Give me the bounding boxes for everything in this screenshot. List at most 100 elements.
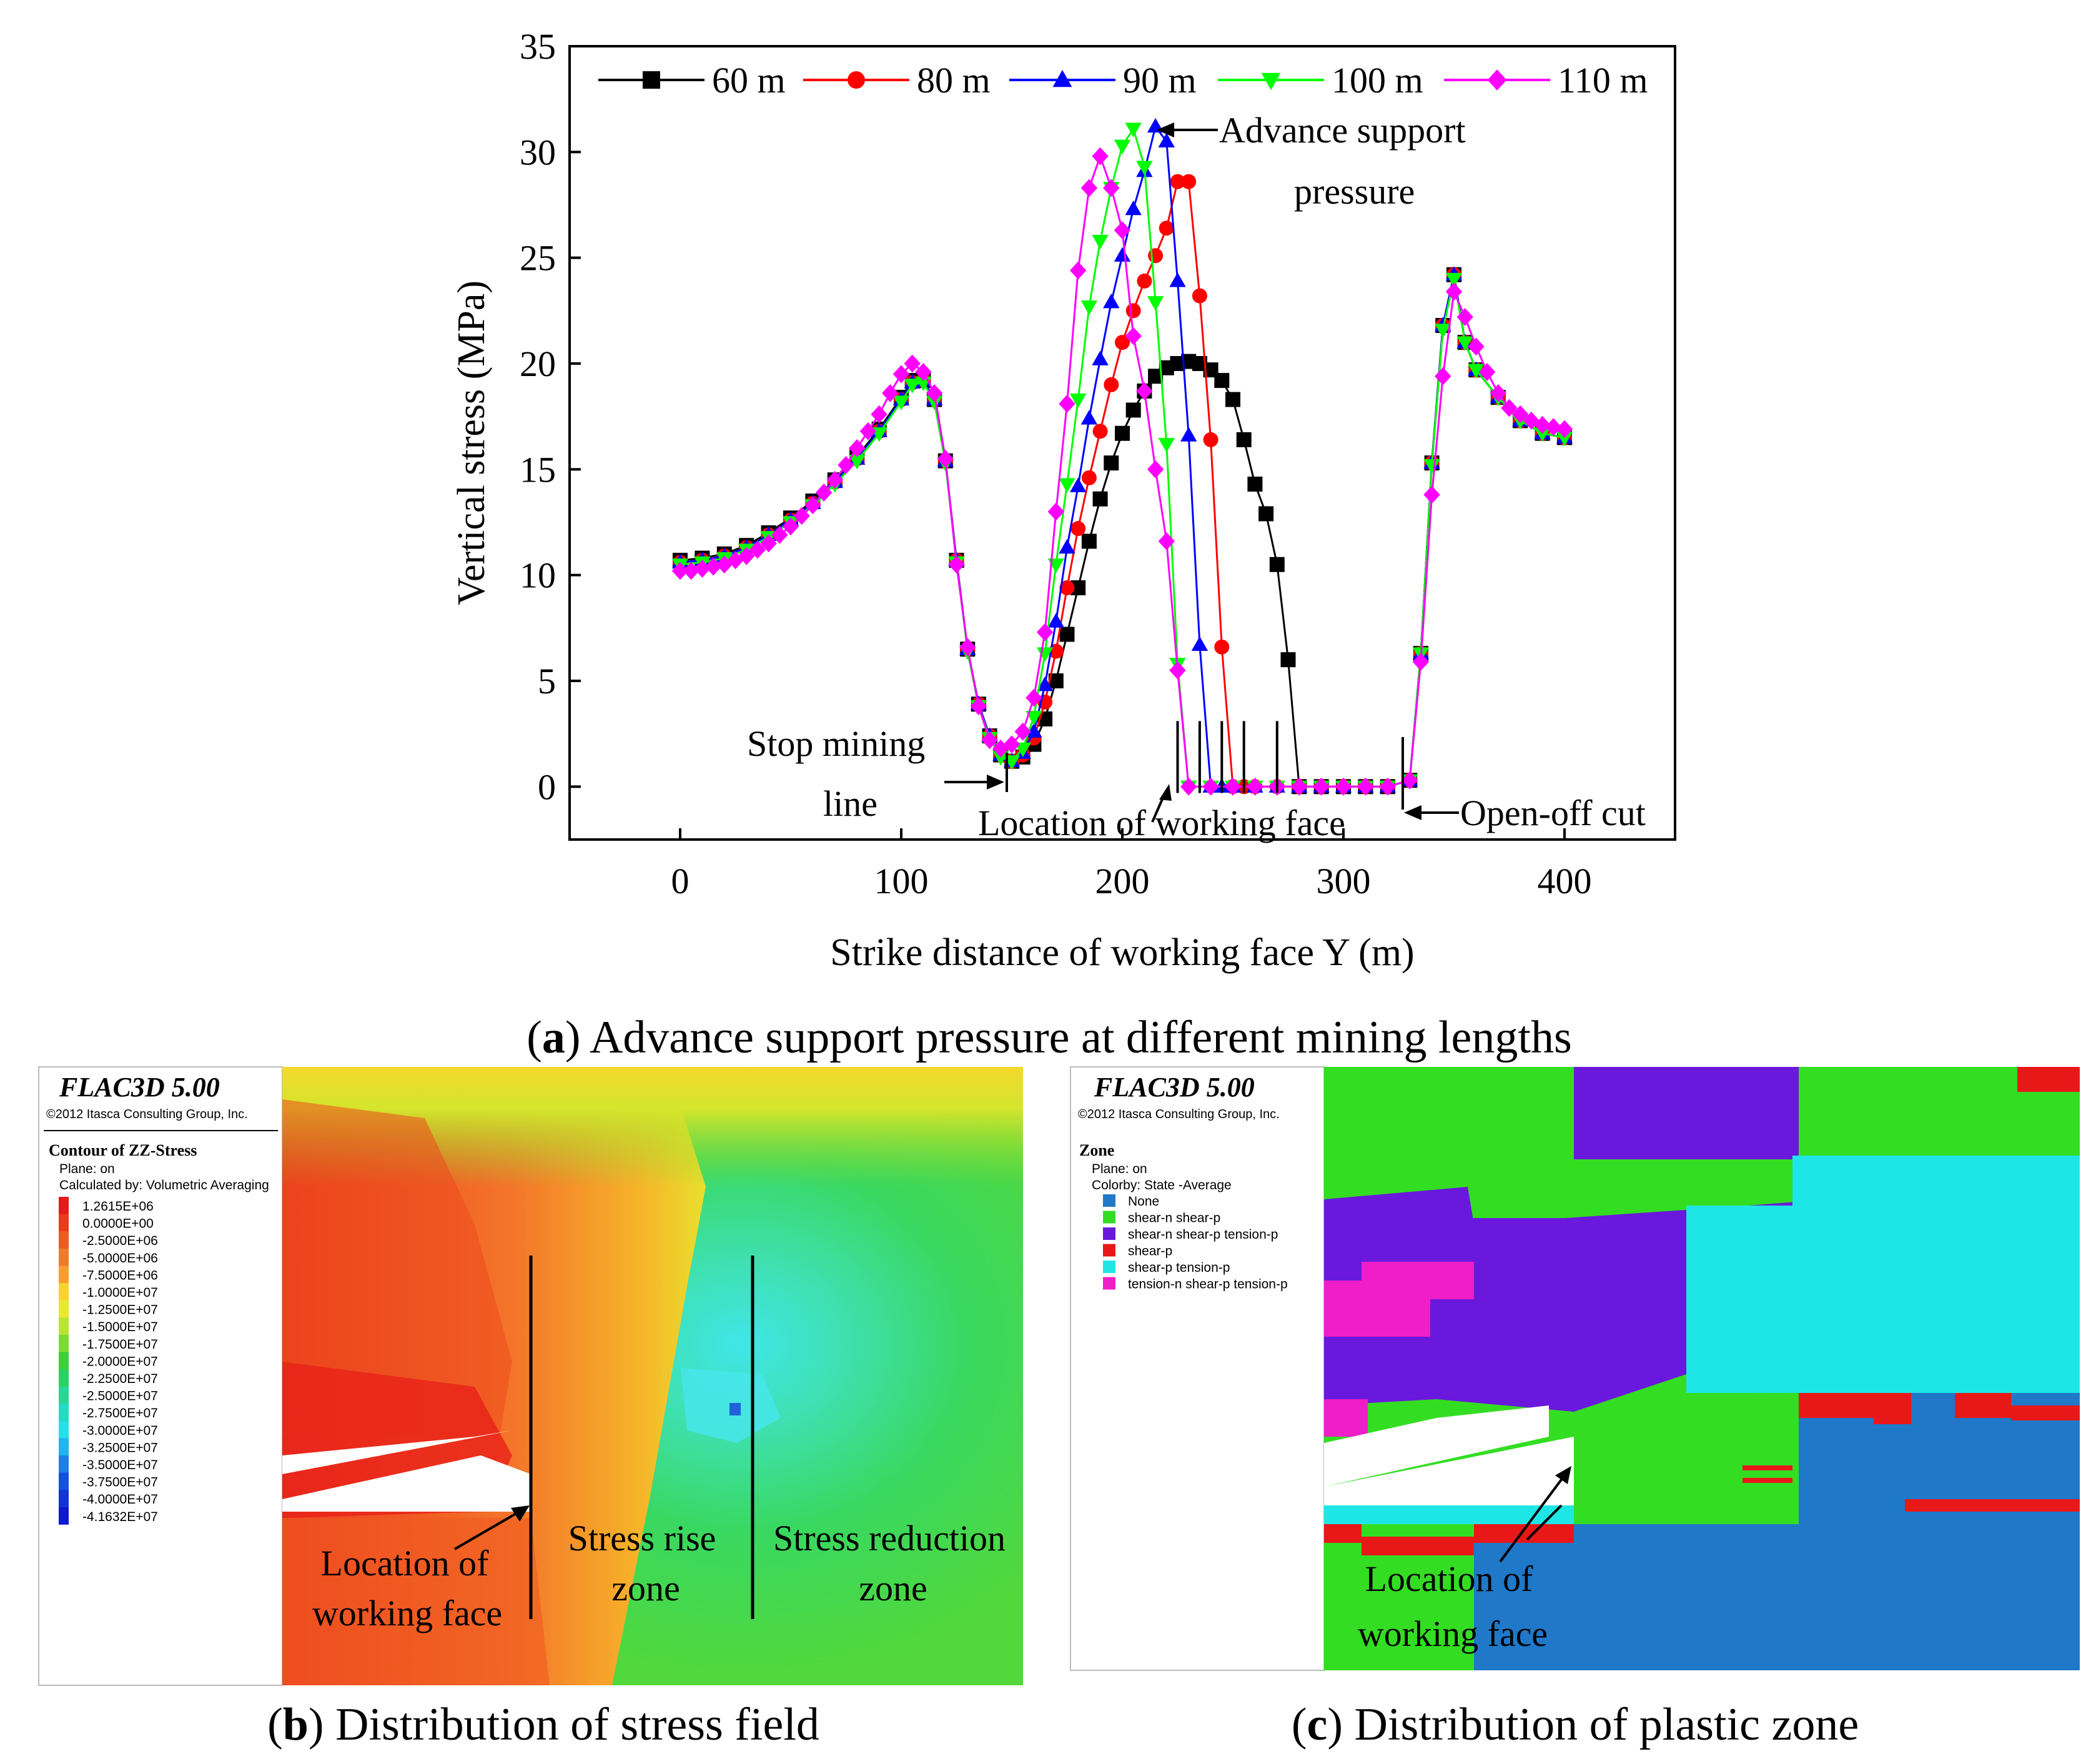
legend-label-1: 80 m	[917, 60, 991, 101]
stress-legend-label-18: -4.1632E+07	[82, 1510, 158, 1524]
series-3-point-49	[1435, 324, 1451, 339]
series-4-point-59	[1435, 367, 1451, 385]
series-4-point-30	[1003, 735, 1021, 753]
series-4-point-22	[915, 363, 932, 381]
stress-legend-swatch-9	[59, 1352, 69, 1370]
axes: 0 100 200 300 400 0 5 10 15 20 25 30 35	[520, 26, 1592, 901]
series-4-point-6	[738, 547, 755, 565]
stress-legend-label-12: -2.7500E+07	[82, 1406, 158, 1420]
annotation-stop-mining-line1: Stop mining	[747, 723, 925, 764]
series-4-point-0	[671, 562, 689, 580]
series-4-point-10	[782, 517, 799, 536]
series-4-point-52	[1313, 777, 1330, 796]
stress-legend-label-7: -1.5000E+07	[82, 1320, 158, 1334]
panel-b-reduction-label-1: Stress reduction	[773, 1518, 1006, 1558]
series-1-point-35	[1170, 174, 1185, 189]
series-3-point-33	[1147, 296, 1164, 311]
panel-b-plane: Plane: on	[59, 1162, 115, 1176]
stress-legend-swatch-1	[59, 1214, 69, 1232]
series-3-point-27	[1080, 300, 1098, 315]
series-1-point-38	[1203, 432, 1219, 447]
x-axis-label: Strike distance of working face Y (m)	[830, 931, 1414, 974]
series-4-point-28	[981, 731, 998, 750]
series-2-point-24	[1047, 613, 1064, 628]
annotation-working-face-markers	[1151, 721, 1278, 823]
caption-c-letter: c	[1307, 1699, 1327, 1750]
series-4-point-44	[1158, 532, 1175, 550]
x-tick-label-4: 400	[1538, 861, 1592, 901]
panel-c: FLAC3D 5.00 ©2012 Itasca Consulting Grou…	[1070, 1066, 2080, 1750]
series-4-point-49	[1247, 777, 1263, 796]
series-3-point-31	[1125, 122, 1142, 137]
chart-panel-a: 0 100 200 300 400 0 5 10 15 20 25 30 35 60 m 80 m 90 m…	[450, 26, 1676, 1063]
series-2-point-25	[1059, 538, 1075, 554]
caption-b-letter: b	[283, 1699, 309, 1750]
series-4-point-3	[704, 557, 722, 576]
plastic-zone-map	[1324, 1067, 2080, 1670]
series-4-point-2	[694, 560, 711, 578]
chart-series	[671, 117, 1573, 796]
series-4-point-70	[1556, 420, 1573, 439]
series-4-point-55	[1379, 777, 1396, 796]
y-axis-label: Vertical stress (MPa)	[450, 280, 493, 605]
legend-marker-3	[1261, 72, 1281, 91]
series-4-point-39	[1103, 179, 1120, 197]
legend-label-0: 60 m	[712, 60, 786, 101]
stress-legend-label-10: -2.2500E+07	[82, 1372, 158, 1386]
series-2	[671, 117, 1573, 793]
zone-legend-label-2: shear-n shear-p tension-p	[1128, 1227, 1278, 1242]
series-2-point-29	[1103, 293, 1120, 309]
series-4-point-69	[1545, 418, 1562, 436]
series-4-point-8	[760, 534, 777, 553]
annotation-stop-mining-line2: line	[823, 783, 877, 824]
series-4-point-46	[1180, 777, 1197, 796]
y-tick-label-7: 35	[520, 26, 556, 67]
legend-marker-4	[1487, 69, 1507, 91]
x-tick-label-3: 300	[1317, 861, 1371, 901]
series-2-point-23	[1036, 676, 1054, 691]
series-4-point-26	[959, 638, 976, 657]
stress-legend-label-2: -2.5000E+06	[82, 1234, 158, 1248]
series-0-point-30	[1115, 425, 1130, 441]
series-4-point-9	[771, 525, 788, 544]
series-4-point-15	[838, 456, 854, 474]
series-4-point-41	[1125, 327, 1142, 345]
panel-c-plane: Plane: on	[1092, 1162, 1147, 1176]
y-tick-label-5: 25	[520, 238, 556, 279]
annotation-advance-support: Advance support pressure	[1157, 110, 1466, 212]
stress-legend-label-14: -3.2500E+07	[82, 1440, 158, 1455]
legend-marker-0	[643, 71, 660, 89]
series-1-point-26	[1070, 521, 1086, 537]
series-0-point-43	[1258, 506, 1274, 522]
series-4-point-68	[1534, 415, 1551, 434]
series-4-point-24	[937, 450, 954, 468]
panel-c-copyright: ©2012 Itasca Consulting Group, Inc.	[1078, 1107, 1280, 1121]
panel-c-software: FLAC3D 5.00	[1094, 1072, 1255, 1102]
legend-label-2: 90 m	[1123, 60, 1197, 101]
zone-legend-label-0: None	[1128, 1194, 1159, 1209]
series-0-point-44	[1269, 557, 1285, 572]
series-4-point-11	[793, 507, 810, 525]
annotation-open-off-cut: Open-off cut	[1401, 737, 1646, 833]
stress-legend-swatch-18	[59, 1507, 69, 1525]
series-4-point-33	[1036, 623, 1054, 642]
series-2-point-37	[1191, 636, 1209, 652]
series-4-point-42	[1136, 382, 1153, 400]
stress-legend-label-3: -5.0000E+06	[82, 1251, 158, 1266]
series-0-point-29	[1104, 455, 1119, 471]
y-tick-label-1: 5	[538, 661, 556, 701]
stress-legend-label-9: -2.0000E+07	[82, 1354, 158, 1369]
series-3-point-21	[1014, 742, 1031, 758]
series-4-point-48	[1224, 777, 1242, 796]
series-0-point-28	[1092, 491, 1108, 507]
series-0-point-31	[1125, 402, 1141, 418]
x-tick-label-2: 200	[1095, 861, 1150, 901]
series-1-point-25	[1059, 580, 1075, 595]
series-3-point-48	[1423, 458, 1440, 474]
series-4-point-51	[1291, 777, 1308, 796]
series-4-point-12	[804, 496, 821, 515]
series-4-point-58	[1423, 485, 1440, 504]
series-3-point-19	[992, 751, 1009, 766]
series-3-point-10	[892, 395, 910, 410]
